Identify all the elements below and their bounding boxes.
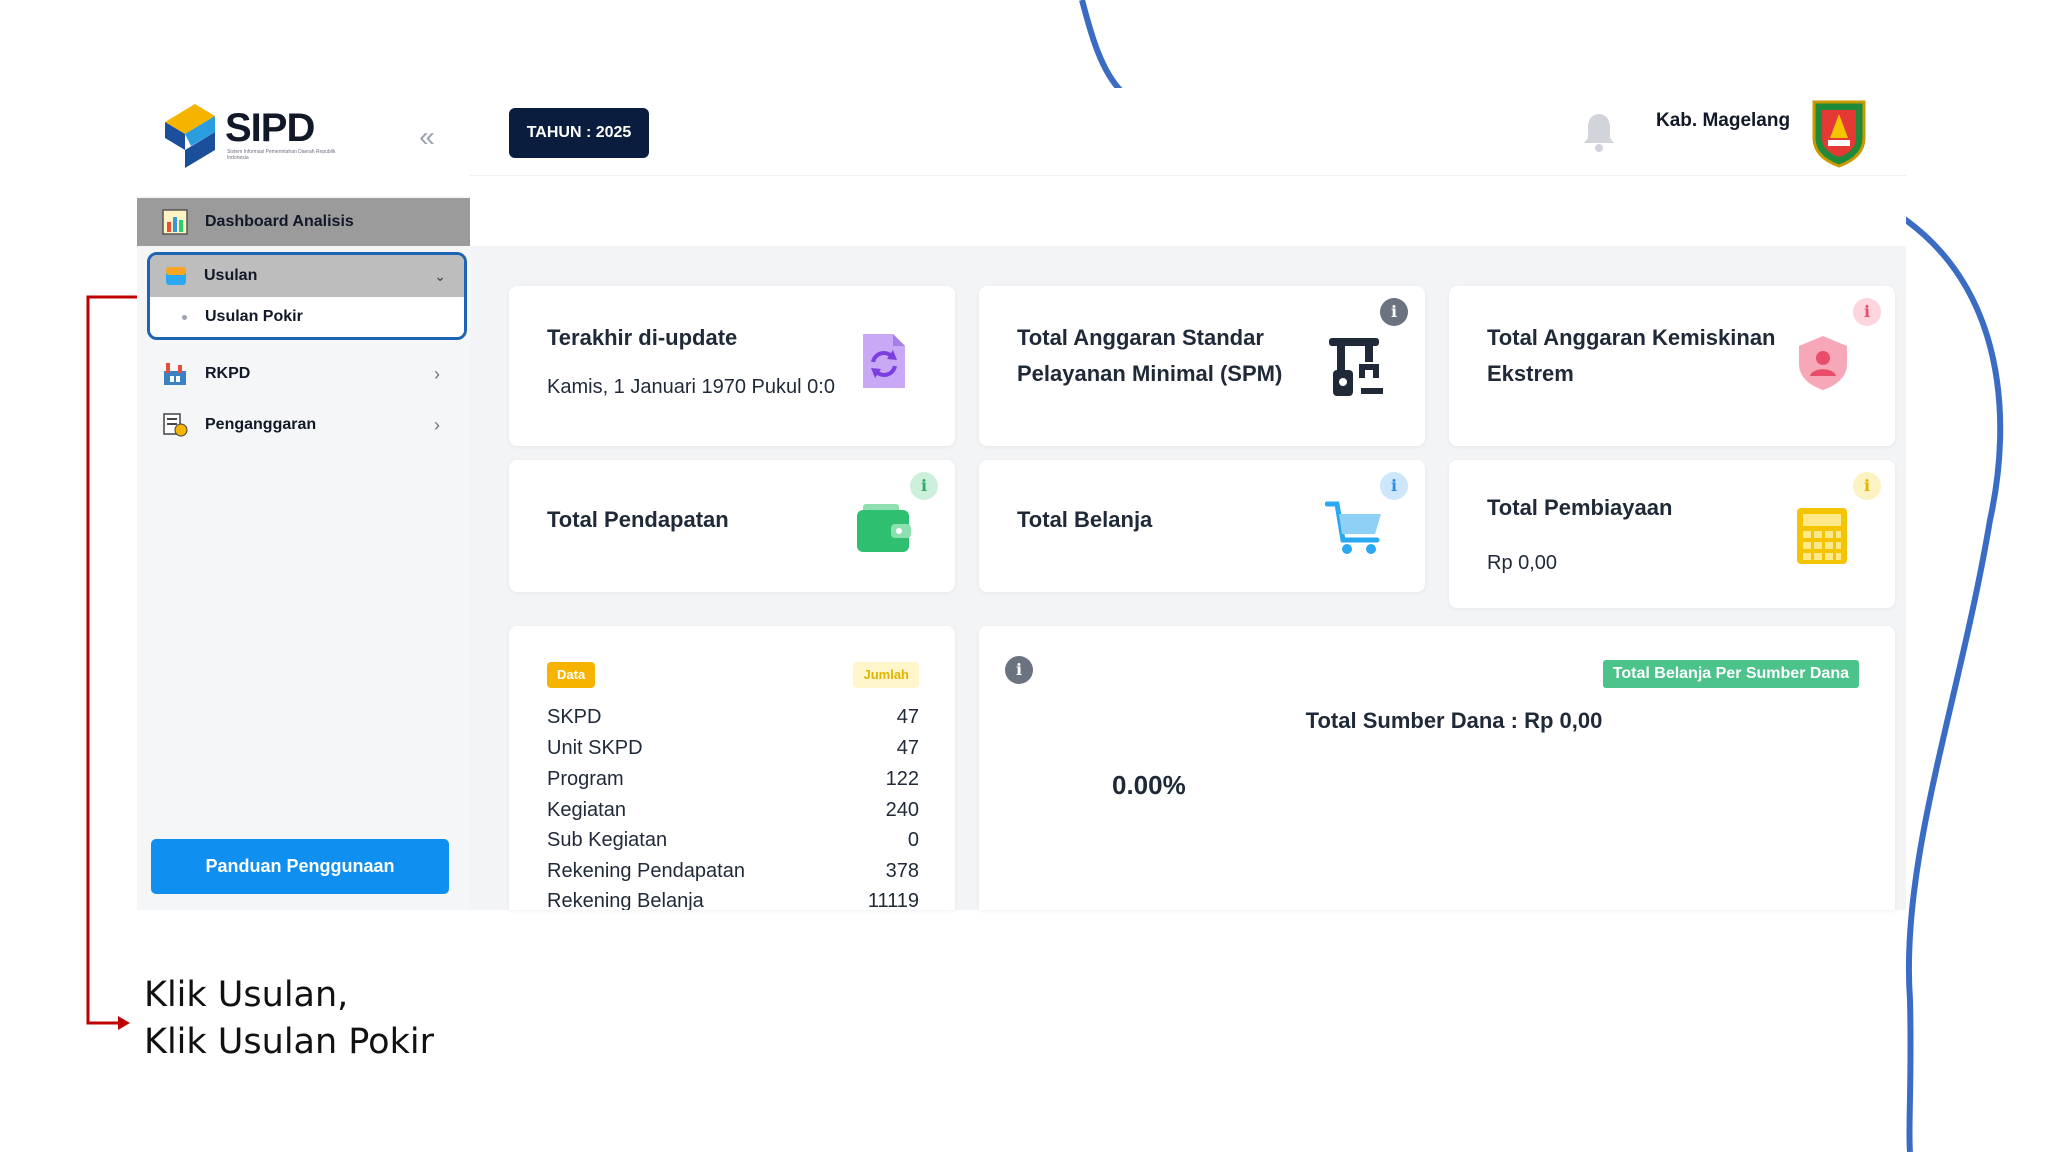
refresh-document-icon: [863, 334, 905, 388]
bullet-icon: [182, 314, 187, 320]
sidebar-item-dashboard-analisis[interactable]: Dashboard Analisis: [137, 198, 470, 246]
sipd-logo: [165, 104, 215, 168]
jumlah-column-header: Jumlah: [853, 662, 919, 688]
top-header: TAHUN : 2025 Kab. Magelang: [470, 88, 1906, 176]
percent-value: 0.00%: [1112, 770, 1186, 800]
info-icon[interactable]: i: [1005, 656, 1033, 684]
row-value: 11119: [867, 890, 919, 910]
card-last-update: Terakhir di-update Kamis, 1 Januari 1970…: [509, 286, 955, 446]
card-title-line1: Total Anggaran Kemiskinan: [1487, 325, 1776, 350]
row-value: 0: [907, 829, 919, 851]
regional-crest-icon: [1812, 100, 1866, 168]
sidebar-item-label: Dashboard Analisis: [205, 213, 354, 230]
year-badge[interactable]: TAHUN : 2025: [509, 108, 649, 158]
double-chevron-left-icon[interactable]: «: [419, 121, 435, 152]
bell-icon[interactable]: [1580, 110, 1618, 154]
row-value: 122: [885, 768, 919, 790]
cart-icon: [1325, 501, 1381, 554]
info-icon[interactable]: i: [1380, 298, 1408, 326]
sidebar: SIPD Sistem Informasi Pemerintahan Daera…: [137, 88, 470, 910]
card-total-belanja: Total Belanja i: [979, 460, 1425, 592]
robot-arm-icon: [1329, 338, 1383, 396]
sidebar-item-rkpd[interactable]: RKPD ›: [137, 350, 470, 398]
card-title: Terakhir di-update: [547, 325, 738, 350]
folder-icon: [164, 264, 188, 288]
info-icon[interactable]: i: [1380, 472, 1408, 500]
table-row: Rekening Pendapatan 378: [547, 860, 919, 891]
sidebar-item-label: Penganggaran: [205, 416, 317, 433]
card-spm: Total Anggaran Standar Pelayanan Minimal…: [979, 286, 1425, 446]
chevron-right-icon: ›: [434, 363, 440, 384]
row-value: 47: [896, 706, 919, 728]
card-total-pendapatan: Total Pendapatan i: [509, 460, 955, 592]
table-row: SKPD 47: [547, 706, 919, 737]
sidebar-item-label: RKPD: [205, 365, 251, 382]
card-title: Total Pendapatan: [547, 507, 729, 532]
row-label: Unit SKPD: [547, 737, 643, 759]
row-value: 240: [885, 799, 919, 821]
card-kemiskinan-ekstrem: Total Anggaran Kemiskinan Ekstrem i: [1449, 286, 1895, 446]
instruction-annotation: Klik Usulan, Klik Usulan Pokir: [144, 972, 434, 1066]
chevron-down-icon: ⌄: [434, 267, 446, 284]
factory-icon: [161, 360, 189, 388]
card-title: Total Belanja: [1017, 507, 1153, 532]
belanja-per-sumber-dana-badge[interactable]: Total Belanja Per Sumber Dana: [1602, 660, 1859, 688]
card-title: Total Pembiayaan: [1487, 495, 1673, 520]
table-row: Kegiatan 240: [547, 799, 919, 830]
row-label: Kegiatan: [547, 799, 626, 821]
pembiayaan-value: Rp 0,00: [1487, 552, 1558, 574]
row-label: Rekening Pendapatan: [547, 860, 745, 882]
card-total-pembiayaan: Total Pembiayaan Rp 0,00 i: [1449, 460, 1895, 608]
info-icon[interactable]: i: [1853, 298, 1881, 326]
card-title-line2: Ekstrem: [1487, 361, 1574, 386]
table-row: Program 122: [547, 768, 919, 799]
shield-person-icon: [1799, 336, 1847, 390]
card-sumber-dana: i Total Belanja Per Sumber Dana Total Su…: [979, 626, 1895, 910]
annotation-line-2: Klik Usulan Pokir: [144, 1022, 434, 1062]
table-row: Sub Kegiatan 0: [547, 829, 919, 860]
sidebar-item-penganggaran[interactable]: Penganggaran ›: [137, 401, 470, 449]
logo-subtitle: Sistem Informasi Pemerintahan Daerah Rep…: [227, 149, 336, 161]
card-data-summary: Data Jumlah SKPD 47 Unit SKPD 47 Program 12…: [509, 626, 955, 910]
row-label: SKPD: [547, 706, 602, 728]
annotation-line-1: Klik Usulan,: [144, 975, 349, 1015]
row-label: Program: [547, 768, 624, 790]
chart-bar-icon: [161, 208, 189, 236]
row-label: Rekening Belanja: [547, 890, 704, 910]
row-label: Sub Kegiatan: [547, 829, 668, 851]
last-update-value: Kamis, 1 Januari 1970 Pukul 0:0: [547, 376, 835, 398]
logo-area: SIPD Sistem Informasi Pemerintahan Daera…: [137, 88, 470, 196]
info-icon[interactable]: i: [910, 472, 938, 500]
budget-icon: [161, 411, 189, 439]
sidebar-subitem-usulan-pokir[interactable]: Usulan Pokir: [150, 297, 464, 337]
sidebar-item-usulan[interactable]: Usulan ⌄: [150, 255, 464, 297]
logo-text: SIPD: [225, 106, 315, 150]
card-title-line2: Pelayanan Minimal (SPM): [1017, 361, 1283, 386]
panduan-penggunaan-button[interactable]: Panduan Penggunaan: [151, 839, 449, 894]
wallet-icon: [857, 504, 911, 552]
organization-name: Kab. Magelang: [1656, 110, 1791, 131]
calculator-icon: [1797, 508, 1847, 564]
data-column-header: Data: [547, 662, 596, 688]
usulan-highlight-box: Usulan ⌄ Usulan Pokir: [147, 252, 467, 340]
sidebar-subitem-label: Usulan Pokir: [205, 308, 303, 325]
info-icon[interactable]: i: [1853, 472, 1881, 500]
table-row: Unit SKPD 47: [547, 737, 919, 768]
dashboard-content: Terakhir di-update Kamis, 1 Januari 1970…: [470, 246, 1906, 910]
main-content: Terakhir di-update Kamis, 1 Januari 1970…: [470, 176, 1906, 910]
row-value: 378: [885, 860, 919, 882]
sidebar-item-label: Usulan: [204, 267, 258, 284]
table-row: Rekening Belanja 11119: [547, 890, 919, 910]
card-title-line1: Total Anggaran Standar: [1017, 325, 1264, 350]
total-sumber-dana: Total Sumber Dana : Rp 0,00: [1305, 708, 1603, 733]
row-value: 47: [896, 737, 919, 759]
chevron-right-icon: ›: [434, 414, 440, 435]
